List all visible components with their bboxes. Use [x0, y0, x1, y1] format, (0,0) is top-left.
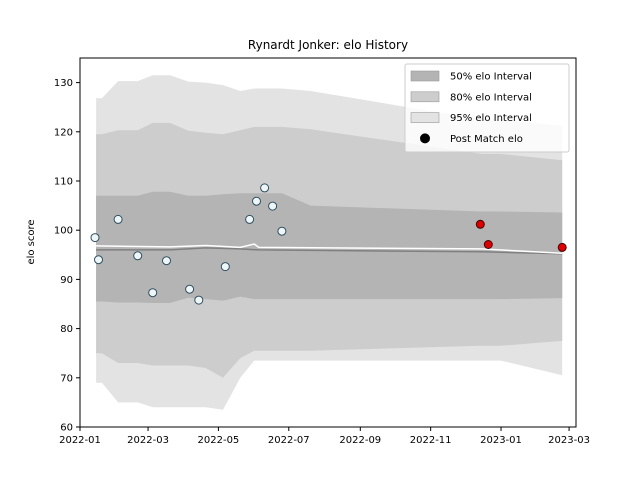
- y-tick-label: 80: [60, 324, 73, 335]
- y-tick-label: 130: [54, 78, 73, 89]
- legend-swatch: [410, 112, 440, 123]
- y-tick-label: 60: [60, 423, 73, 434]
- x-tick-label: 2023-01: [480, 435, 522, 446]
- x-tick-label: 2023-03: [548, 435, 590, 446]
- post-match-point: [94, 255, 103, 265]
- plot-area: [90, 75, 567, 410]
- legend-swatch: [410, 91, 440, 103]
- post-match-point: [133, 251, 143, 261]
- post-match-point: [113, 214, 123, 224]
- post-match-point: [90, 233, 100, 243]
- post-match-point: [194, 295, 204, 305]
- post-match-point-recent: [557, 242, 567, 252]
- x-tick-label: 2022-05: [198, 435, 240, 446]
- legend-label: Post Match elo: [450, 134, 523, 145]
- legend: 50% elo Interval 80% elo Interval 95% elo …: [404, 63, 570, 153]
- legend-swatch: [410, 70, 440, 82]
- x-axis: 2022-01 2022-03 2022-05 2022-07 2022-09 2022-…: [59, 427, 590, 446]
- post-match-point: [245, 214, 255, 224]
- post-match-point-recent: [483, 240, 493, 249]
- trend-lines: [96, 243, 563, 255]
- y-axis: 60 70 80 90 100 110 120 130: [54, 78, 80, 434]
- median-line: [96, 243, 563, 255]
- post-match-point: [162, 256, 171, 266]
- post-match-point: [220, 262, 230, 272]
- x-tick-label: 2022-07: [268, 435, 310, 446]
- legend-label: 80% elo Interval: [450, 92, 532, 103]
- legend-marker: [420, 133, 430, 144]
- y-tick-label: 100: [54, 226, 73, 237]
- x-tick-label: 2022-09: [339, 435, 381, 446]
- x-tick-label: 2022-01: [59, 435, 101, 446]
- post-match-point: [268, 201, 278, 211]
- post-match-point: [277, 226, 287, 236]
- post-match-point-recent: [475, 219, 485, 229]
- mean-line: [96, 247, 563, 255]
- y-tick-label: 90: [60, 275, 73, 286]
- post-match-point: [252, 196, 261, 206]
- legend-label: 50% elo Interval: [450, 72, 532, 83]
- legend-label: 95% elo Interval: [450, 113, 532, 124]
- post-match-point: [260, 183, 270, 193]
- x-tick-label: 2022-03: [127, 435, 169, 446]
- post-match-point: [185, 284, 195, 294]
- post-match-point: [148, 288, 158, 298]
- y-tick-label: 70: [60, 373, 73, 384]
- y-tick-label: 120: [54, 127, 73, 138]
- legend-box: [404, 63, 570, 153]
- chart-title: Rynardt Jonker: elo History: [248, 38, 408, 52]
- post-match-points: [90, 183, 567, 305]
- axes-frame: [79, 57, 577, 428]
- y-axis-label: elo score: [26, 219, 37, 264]
- x-tick-label: 2022-11: [410, 435, 452, 446]
- y-tick-label: 110: [54, 177, 73, 188]
